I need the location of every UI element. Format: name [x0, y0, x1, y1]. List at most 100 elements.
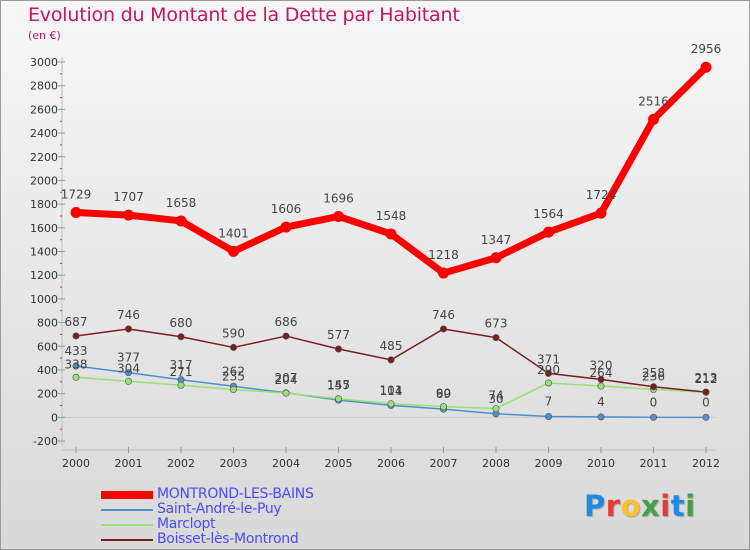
data-point [439, 403, 447, 411]
data-label: 746 [432, 308, 455, 322]
data-point [702, 413, 710, 421]
data-label: 304 [117, 361, 140, 375]
y-tick-label: 800 [37, 317, 58, 330]
y-tick-label: 400 [37, 364, 58, 377]
data-label: 338 [65, 357, 88, 371]
data-label: 264 [590, 366, 613, 380]
data-label: 0 [650, 395, 658, 409]
data-label: 1606 [271, 202, 302, 216]
data-label: 1724 [586, 188, 617, 202]
data-point [597, 413, 605, 421]
y-tick-label: 1200 [30, 269, 58, 282]
x-tick-label: 2006 [377, 457, 405, 470]
data-point [177, 381, 185, 389]
legend-label-boisset: Boisset-lès-Montrond [157, 531, 299, 547]
x-tick-label: 2010 [587, 457, 615, 470]
data-label: 1564 [533, 207, 564, 221]
data-point [385, 228, 397, 240]
y-tick-label: 2400 [30, 127, 58, 140]
x-tick-label: 2007 [430, 457, 458, 470]
data-point [387, 400, 395, 408]
logo-letter: o [620, 489, 642, 523]
data-point [544, 412, 552, 420]
data-point [125, 369, 133, 377]
data-label: 320 [590, 358, 613, 372]
data-point [72, 332, 80, 340]
x-tick-label: 2008 [482, 457, 510, 470]
legend-swatch-marclopt [101, 523, 153, 526]
data-label: 290 [537, 363, 560, 377]
data-label: 212 [695, 372, 718, 386]
data-label: 69 [436, 387, 451, 401]
data-point [492, 334, 500, 342]
logo-letter: i [685, 489, 696, 523]
data-point [72, 362, 80, 370]
data-point [648, 113, 659, 125]
data-point [282, 389, 290, 397]
data-point [649, 383, 657, 391]
data-label: 74 [488, 389, 503, 403]
y-tick-label: 1000 [30, 293, 58, 306]
data-label: 686 [275, 315, 298, 329]
data-label: 2956 [691, 42, 722, 56]
logo-letter: r [605, 489, 621, 523]
y-tick-label: 1800 [30, 198, 58, 211]
y-tick-label: 2800 [30, 80, 58, 93]
data-label: 1707 [113, 190, 144, 204]
data-point [177, 333, 185, 341]
y-tick-label: 600 [37, 340, 58, 353]
data-point [175, 215, 187, 227]
data-label: 271 [170, 365, 193, 379]
data-point [280, 221, 292, 233]
data-point [125, 377, 133, 385]
chart-unit: (en €) [28, 29, 61, 42]
data-point [282, 332, 290, 340]
data-label: 101 [380, 383, 403, 397]
data-label: 687 [65, 315, 88, 329]
data-point [544, 379, 552, 387]
data-label: 317 [170, 358, 193, 372]
data-label: 485 [380, 339, 403, 353]
data-point [334, 345, 342, 353]
data-label: 590 [222, 326, 245, 340]
data-label: 235 [222, 369, 245, 383]
data-point [123, 209, 134, 221]
chart-title: Evolution du Montant de la Dette par Hab… [28, 4, 460, 26]
data-label: 4 [597, 395, 605, 409]
data-label: 145 [327, 378, 350, 392]
y-tick-label: 1600 [30, 222, 58, 235]
data-label: 1729 [61, 188, 92, 202]
y-tick-label: 0 [51, 411, 58, 424]
data-point [125, 325, 133, 333]
data-point [492, 405, 500, 413]
data-label: 1658 [166, 196, 197, 210]
data-label: 157 [327, 379, 350, 393]
data-label: 30 [488, 392, 503, 406]
y-tick-label: 2000 [30, 174, 58, 187]
data-label: 0 [702, 395, 710, 409]
data-label: 236 [642, 369, 665, 383]
x-tick-label: 2009 [535, 457, 563, 470]
data-label: 371 [537, 352, 560, 366]
y-tick-label: 3000 [30, 56, 58, 69]
y-tick-label: 2600 [30, 103, 58, 116]
series-line-0 [72, 63, 710, 277]
data-point [597, 375, 605, 383]
x-tick-label: 2003 [220, 457, 248, 470]
data-point [543, 226, 554, 238]
data-label: 1696 [323, 191, 354, 205]
data-point [333, 210, 344, 222]
proxiti-logo: Proxiti [584, 489, 696, 523]
data-label: 207 [275, 371, 298, 385]
x-tick-label: 2000 [62, 457, 90, 470]
data-label: 2516 [638, 94, 669, 108]
legend-swatch-boisset [101, 538, 153, 541]
x-tick-label: 2004 [272, 457, 300, 470]
data-point [439, 325, 447, 333]
data-label: 673 [485, 317, 508, 331]
data-label: 1401 [218, 226, 249, 240]
data-label: 213 [695, 371, 718, 385]
legend-swatch-montrond [101, 490, 153, 499]
data-point [544, 369, 552, 377]
data-label: 258 [642, 366, 665, 380]
